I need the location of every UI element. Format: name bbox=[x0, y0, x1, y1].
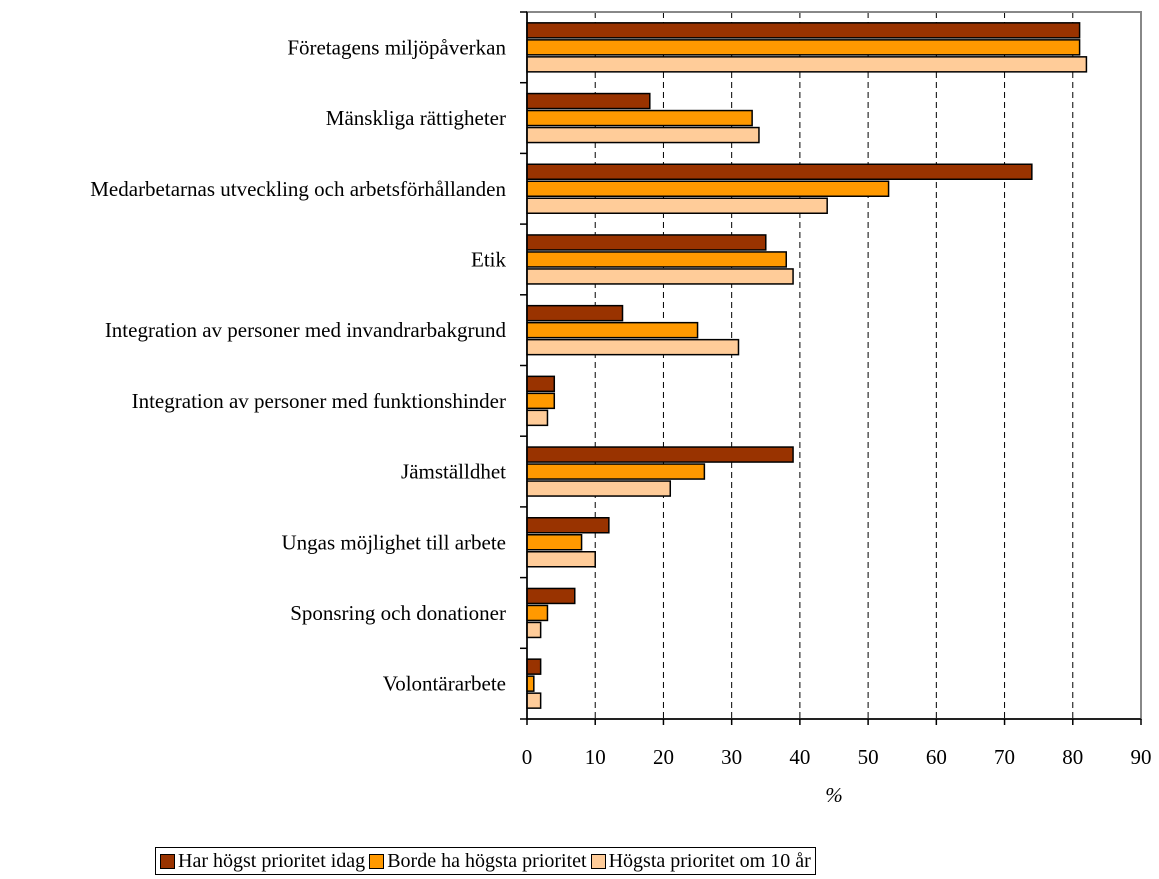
bar-series-3 bbox=[526, 621, 542, 639]
bar-series-2 bbox=[526, 534, 583, 551]
category-label: Jämställdhet bbox=[401, 460, 506, 484]
category-label: Volontärarbete bbox=[383, 672, 506, 696]
bar-series-1 bbox=[526, 234, 767, 251]
category-label: Mänskliga rättigheter bbox=[326, 106, 506, 130]
bar-series-3 bbox=[526, 197, 828, 214]
legend-item-series-2: Borde ha högsta prioritet bbox=[369, 849, 587, 873]
bar-series-1 bbox=[526, 92, 651, 110]
axes bbox=[520, 11, 1142, 725]
x-tick-label: 90 bbox=[1131, 745, 1152, 769]
x-tick-label: 80 bbox=[1062, 745, 1083, 769]
category-label: Företagens miljöpåverkan bbox=[287, 35, 506, 59]
x-tick-labels: 0 10 20 30 40 50 60 70 80 90 bbox=[522, 745, 1152, 769]
bar-series-2 bbox=[526, 675, 535, 692]
bar-series-2 bbox=[526, 251, 787, 268]
bars bbox=[526, 22, 1088, 709]
legend-item-series-1: Har högst prioritet idag bbox=[160, 849, 365, 873]
bar-series-1 bbox=[526, 446, 794, 463]
legend-label-series-3: Högsta prioritet om 10 år bbox=[608, 850, 811, 872]
bar-series-3 bbox=[526, 551, 596, 568]
bar-series-1 bbox=[526, 304, 624, 322]
bar-series-2 bbox=[526, 392, 556, 410]
legend-swatch-series-1 bbox=[160, 853, 175, 869]
legend-label-series-2: Borde ha högsta prioritet bbox=[387, 850, 587, 872]
x-tick-label: 40 bbox=[789, 745, 810, 769]
legend-label-series-1: Har högst prioritet idag bbox=[178, 850, 366, 872]
legend-swatch-series-3 bbox=[590, 853, 606, 869]
bar-series-3 bbox=[526, 338, 740, 356]
bar-series-3 bbox=[526, 56, 1088, 73]
category-label: Ungas möjlighet till arbete bbox=[281, 530, 506, 554]
category-label: Sponsring och donationer bbox=[290, 601, 506, 625]
x-tick-label: 70 bbox=[994, 745, 1015, 769]
bar-series-1 bbox=[526, 22, 1081, 39]
bar-series-2 bbox=[526, 39, 1081, 56]
category-labels: Företagens miljöpåverkan Mänskliga rättig… bbox=[90, 35, 506, 695]
bar-chart: Företagens miljöpåverkan Mänskliga rättig… bbox=[90, 11, 1152, 807]
legend-item-series-3: Högsta prioritet om 10 år bbox=[590, 849, 811, 873]
grid-lines bbox=[594, 12, 1074, 719]
category-label: Integration av personer med invandrarbak… bbox=[105, 318, 507, 342]
bar-series-2 bbox=[526, 604, 549, 622]
x-tick-label: 50 bbox=[858, 745, 879, 769]
legend-swatch-series-2 bbox=[369, 853, 385, 869]
bar-series-3 bbox=[526, 409, 549, 427]
x-tick-label: 60 bbox=[926, 745, 947, 769]
bar-series-1 bbox=[526, 375, 556, 393]
legend: Har högst prioritet idag Borde ha högsta… bbox=[155, 847, 816, 875]
x-tick-label: 0 bbox=[522, 745, 533, 769]
bar-series-3 bbox=[526, 692, 542, 709]
bar-series-2 bbox=[526, 180, 890, 197]
x-axis-label: % bbox=[825, 783, 843, 807]
bar-series-1 bbox=[526, 658, 542, 675]
bar-series-3 bbox=[526, 480, 672, 497]
bar-series-1 bbox=[526, 587, 576, 605]
x-tick-label: 30 bbox=[721, 745, 742, 769]
bar-series-3 bbox=[526, 268, 794, 285]
x-tick-label: 20 bbox=[653, 745, 674, 769]
bar-series-2 bbox=[526, 321, 699, 339]
bar-series-2 bbox=[526, 109, 753, 127]
category-label: Integration av personer med funktionshin… bbox=[132, 389, 506, 413]
bar-series-2 bbox=[526, 463, 706, 480]
bar-series-1 bbox=[526, 517, 610, 534]
x-tick-label: 10 bbox=[585, 745, 606, 769]
bar-series-1 bbox=[526, 163, 1033, 180]
bar-series-3 bbox=[526, 126, 760, 144]
category-label: Etik bbox=[471, 247, 506, 271]
category-label: Medarbetarnas utveckling och arbetsförhå… bbox=[90, 177, 506, 201]
